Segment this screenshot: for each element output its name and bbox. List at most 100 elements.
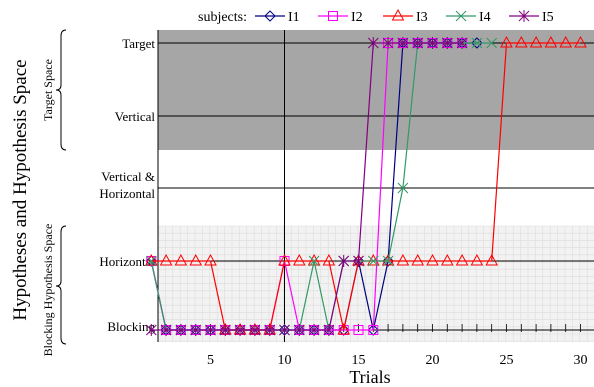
x-tick-label: 15 (352, 353, 366, 368)
data-point (264, 10, 276, 22)
x-tick-label: 5 (207, 353, 214, 368)
legend-item-i5: I5 (509, 10, 554, 25)
data-point (159, 253, 173, 266)
x-tick-label: 25 (500, 353, 514, 368)
data-point (455, 10, 467, 22)
data-point (353, 325, 364, 335)
data-point (323, 324, 335, 336)
x-tick-label: 30 (574, 353, 588, 368)
data-point (391, 8, 405, 21)
y-tick-label: Horizontal (99, 186, 155, 201)
legend-label: I3 (416, 10, 428, 25)
data-point (471, 37, 483, 49)
data-point (278, 253, 291, 266)
legend-label: I2 (351, 10, 363, 25)
labels: Hypotheses and Hypothesis Space Trials T… (10, 29, 391, 387)
target-space-label: Target Space (41, 59, 55, 121)
x-tick-label: 20 (426, 353, 440, 368)
series-i5 (145, 37, 468, 336)
x-axis-title: Trials (349, 367, 390, 387)
data-point (308, 324, 320, 336)
data-point (367, 255, 379, 267)
data-point (381, 253, 395, 266)
data-point (412, 37, 424, 49)
legend: subjects: I1 I2 I3 I4 I5 (198, 8, 554, 25)
data-point (322, 253, 336, 266)
target-space-band (158, 30, 594, 150)
blocking-space-label: Blocking Hypothesis Space (41, 224, 55, 357)
data-point (441, 37, 453, 49)
y-axis-title: Hypotheses and Hypothesis Space (10, 59, 31, 320)
data-point (456, 37, 468, 49)
data-point (368, 325, 379, 335)
data-point (397, 182, 409, 194)
data-point (382, 255, 394, 267)
data-point (518, 10, 530, 22)
data-point (471, 37, 483, 49)
data-point (366, 253, 380, 266)
data-point (338, 255, 350, 267)
data-point (144, 253, 158, 266)
data-point (411, 253, 425, 266)
data-point (514, 35, 528, 48)
data-point (382, 255, 394, 267)
data-point (426, 253, 439, 266)
data-point (308, 255, 320, 267)
data-point (367, 37, 379, 49)
x-tick-label: 10 (278, 353, 292, 368)
data-point (382, 37, 394, 49)
series-layer (144, 35, 587, 336)
target-space-brace (55, 29, 67, 151)
y-tick-label: Blocking (107, 319, 155, 334)
legend-item-i2: I2 (318, 10, 363, 25)
data-point (440, 253, 454, 266)
blocking-space-brace (55, 225, 67, 345)
data-point (397, 37, 409, 49)
data-point (559, 35, 573, 48)
data-point (427, 37, 438, 49)
legend-item-i3: I3 (383, 8, 428, 25)
data-point (234, 324, 246, 336)
data-point (328, 11, 338, 21)
y-tick-label: Horizontal (99, 254, 155, 269)
data-point (455, 253, 469, 266)
data-point (486, 37, 498, 49)
data-point (279, 324, 290, 336)
y-tick-label: Vertical & (101, 169, 155, 184)
data-point (205, 324, 216, 336)
data-point (264, 324, 276, 336)
background-bands (158, 30, 594, 342)
y-tick-label: Target (122, 36, 155, 51)
legend-label: I5 (542, 10, 554, 25)
data-point (485, 253, 499, 266)
legend-title: subjects: (198, 10, 247, 25)
data-point (293, 324, 305, 336)
data-point (544, 35, 558, 48)
legend-label: I4 (479, 10, 491, 25)
data-point (204, 253, 217, 266)
data-point (470, 253, 484, 266)
series-line (151, 42, 463, 331)
data-point (189, 253, 203, 266)
data-point (292, 253, 306, 266)
data-point (396, 253, 410, 266)
legend-item-i4: I4 (446, 10, 491, 25)
legend-label: I1 (288, 10, 300, 25)
data-point (219, 324, 231, 336)
data-point (190, 324, 202, 336)
data-point (145, 324, 157, 336)
data-point (307, 253, 321, 266)
data-point (145, 255, 157, 267)
data-point (174, 253, 188, 266)
data-point (175, 324, 187, 336)
legend-item-i1: I1 (255, 10, 300, 25)
data-point (160, 324, 172, 336)
data-point (500, 35, 513, 48)
data-point (337, 322, 351, 335)
data-point (249, 324, 261, 336)
data-point (353, 255, 364, 267)
data-point (574, 35, 587, 48)
data-point (529, 35, 543, 48)
y-tick-label: Vertical (115, 109, 156, 124)
